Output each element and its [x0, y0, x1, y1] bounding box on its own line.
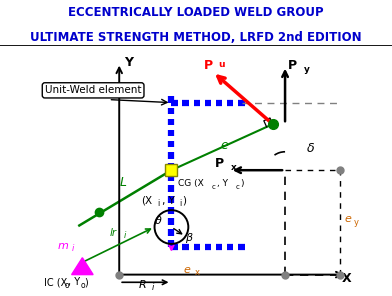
Text: IC (X: IC (X: [44, 277, 67, 287]
Text: X: X: [342, 272, 352, 285]
Text: ULTIMATE STRENGTH METHOD, LRFD 2nd EDITION: ULTIMATE STRENGTH METHOD, LRFD 2nd EDITI…: [30, 31, 362, 44]
Text: Unit-Weld element: Unit-Weld element: [45, 85, 142, 95]
Text: e: e: [221, 139, 228, 152]
Text: i: i: [158, 200, 160, 208]
Text: P: P: [204, 59, 213, 72]
Text: m: m: [58, 241, 69, 250]
Text: P: P: [214, 157, 223, 170]
Text: e: e: [184, 265, 191, 275]
Polygon shape: [72, 258, 93, 275]
Text: R: R: [139, 280, 147, 290]
Text: β: β: [185, 233, 192, 243]
Text: i: i: [152, 283, 154, 292]
Text: y: y: [304, 65, 310, 74]
Text: , Y: , Y: [162, 196, 174, 206]
Text: c: c: [211, 184, 215, 190]
Text: θ: θ: [154, 216, 161, 226]
Text: δ: δ: [307, 142, 314, 155]
Text: x: x: [194, 268, 200, 277]
Text: i: i: [124, 231, 126, 240]
Text: o: o: [81, 281, 85, 290]
Text: ): ): [241, 178, 244, 188]
Text: , Y: , Y: [68, 277, 80, 287]
Text: y: y: [354, 218, 359, 227]
Text: CG (X: CG (X: [178, 178, 203, 188]
Text: u: u: [218, 60, 225, 69]
Text: ): ): [182, 196, 186, 206]
Text: i: i: [179, 200, 181, 208]
Text: (X: (X: [141, 196, 152, 206]
Text: lr: lr: [110, 228, 117, 238]
Text: Y: Y: [124, 56, 133, 69]
Text: i: i: [72, 244, 74, 253]
Text: , Y: , Y: [218, 178, 229, 188]
Text: L: L: [119, 176, 126, 189]
Text: ECCENTRICALLY LOADED WELD GROUP: ECCENTRICALLY LOADED WELD GROUP: [68, 6, 324, 19]
Text: x: x: [231, 163, 237, 172]
Text: c: c: [236, 184, 240, 190]
Text: ): ): [84, 277, 88, 287]
Text: P: P: [288, 59, 297, 72]
Text: e: e: [345, 214, 352, 224]
Text: o: o: [65, 281, 69, 290]
